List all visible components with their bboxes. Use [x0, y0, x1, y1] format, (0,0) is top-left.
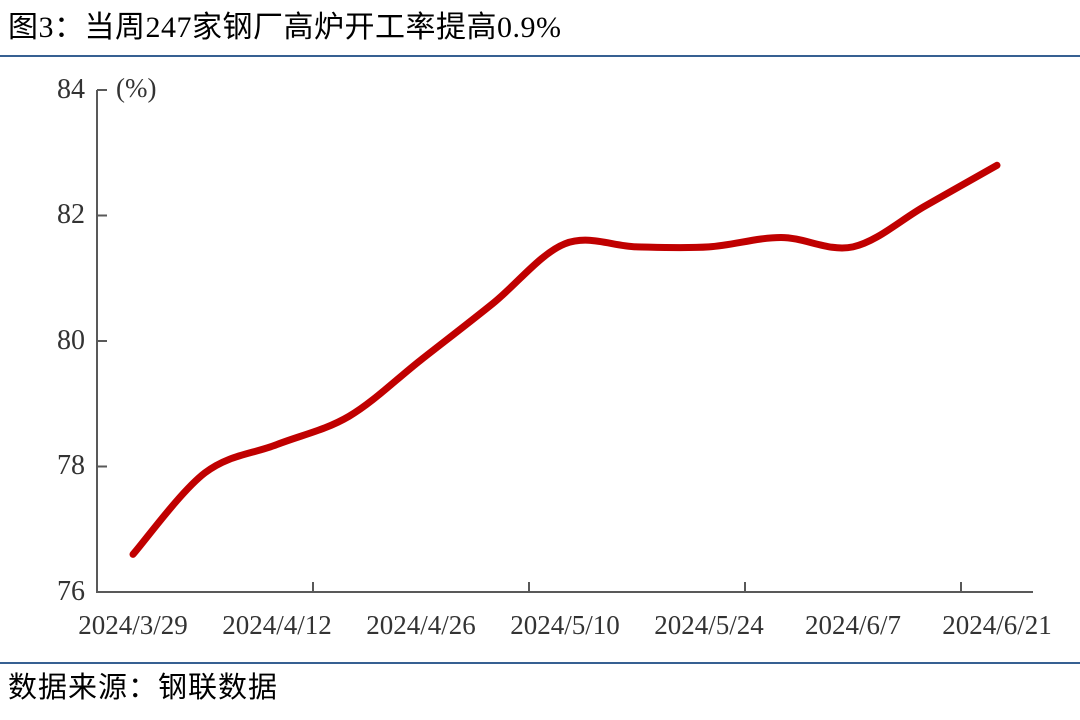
- x-tick-0607: 2024/6/7: [804, 610, 901, 640]
- y-tick-76: 76: [57, 576, 85, 607]
- y-tick-82: 82: [57, 199, 85, 230]
- x-tick-0621: 2024/6/21: [942, 610, 1052, 640]
- top-divider: [0, 55, 1080, 57]
- bottom-divider: [0, 662, 1080, 664]
- data-source: 数据来源：钢联数据: [8, 672, 279, 704]
- x-tick-0426: 2024/4/26: [366, 610, 476, 640]
- axis-frame: [96, 90, 1033, 593]
- x-tick-0329: 2024/3/29: [78, 610, 188, 640]
- y-axis-unit-label: (%): [116, 73, 157, 103]
- y-tick-78: 78: [57, 450, 85, 481]
- x-tick-0412: 2024/4/12: [222, 610, 332, 640]
- x-tick-0524: 2024/5/24: [654, 610, 764, 640]
- x-tick-0510: 2024/5/10: [510, 610, 620, 640]
- y-tick-80: 80: [57, 325, 85, 356]
- data-line: [129, 161, 1001, 558]
- axis-ticks: [97, 89, 962, 592]
- y-tick-84: 84: [57, 74, 85, 105]
- chart-title: 图3：当周247家钢厂高炉开工率提高0.9%: [8, 11, 562, 44]
